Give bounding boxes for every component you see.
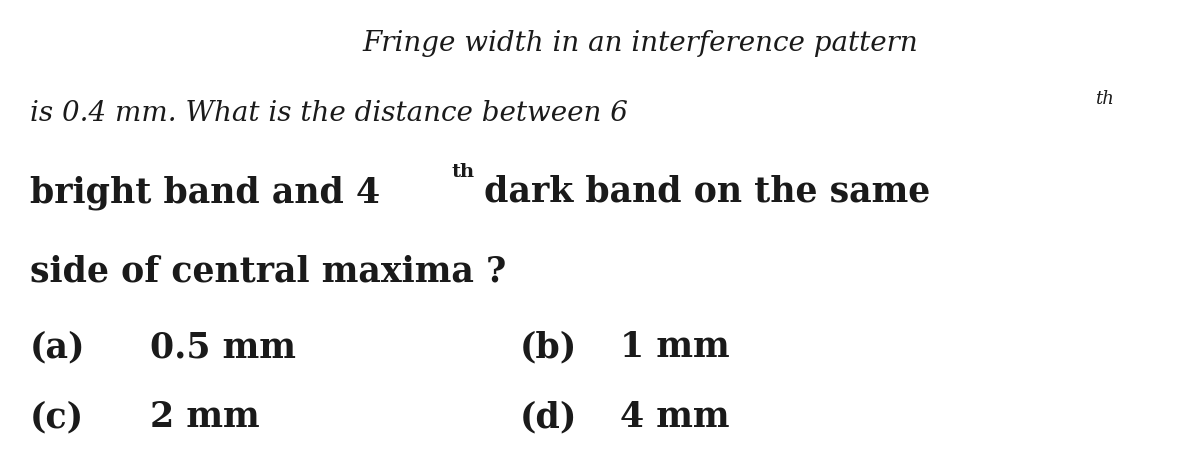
Text: 0.5 mm: 0.5 mm [150,330,296,364]
Text: (d): (d) [520,400,577,434]
Text: side of central maxima ?: side of central maxima ? [30,255,506,289]
Text: Fringe width in an interference pattern: Fringe width in an interference pattern [362,30,918,57]
Text: th: th [452,163,475,181]
Text: 2 mm: 2 mm [150,400,259,434]
Text: bright band and 4: bright band and 4 [30,175,380,209]
Text: (a): (a) [30,330,85,364]
Text: is 0.4 mm. What is the distance between 6: is 0.4 mm. What is the distance between … [30,100,628,127]
Text: 1 mm: 1 mm [620,330,730,364]
Text: dark band on the same: dark band on the same [472,175,930,209]
Text: (b): (b) [520,330,577,364]
Text: 4 mm: 4 mm [620,400,730,434]
Text: (c): (c) [30,400,84,434]
Text: th: th [1096,90,1114,108]
